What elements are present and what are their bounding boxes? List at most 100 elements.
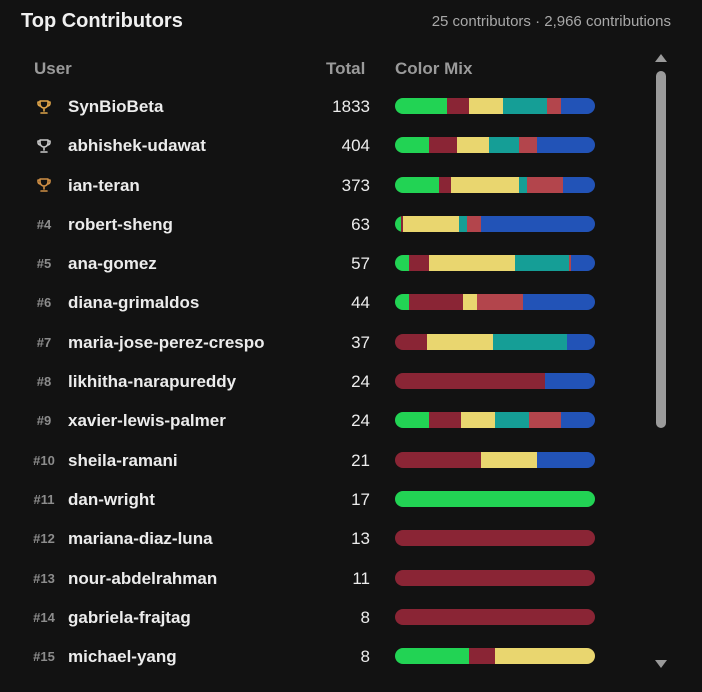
color-mix-segment-red (547, 98, 561, 114)
contributor-name[interactable]: maria-jose-perez-crespo (68, 332, 265, 352)
color-mix-bar[interactable] (395, 373, 595, 390)
color-mix-bar[interactable] (395, 294, 595, 311)
color-mix-segment-yellow (481, 451, 537, 468)
contribution-total: 37 (351, 332, 370, 352)
contribution-total: 8 (360, 607, 370, 627)
color-mix-segment-teal (489, 137, 519, 154)
color-mix-segment-green (395, 412, 429, 429)
color-mix-segment-green (395, 98, 447, 114)
color-mix-bar[interactable] (395, 530, 595, 547)
color-mix-bar[interactable] (395, 215, 595, 232)
rank-number: #4 (36, 216, 52, 232)
color-mix-segment-green (395, 490, 595, 507)
color-mix-segment-maroon (395, 530, 595, 547)
rank-number: #6 (36, 295, 52, 311)
color-mix-segment-maroon (439, 176, 451, 193)
color-mix-segment-yellow (463, 294, 477, 311)
contributor-row[interactable]: #7 maria-jose-perez-crespo 37 (0, 323, 650, 362)
color-mix-bar[interactable] (395, 608, 595, 625)
color-mix-segment-blue (523, 294, 595, 311)
contributor-name[interactable]: robert-sheng (68, 214, 173, 234)
rank-number: #14 (33, 609, 55, 625)
color-mix-segment-blue (561, 412, 595, 429)
color-mix-bar[interactable] (395, 255, 595, 272)
contributor-name[interactable]: ian-teran (68, 175, 140, 195)
contributor-name[interactable]: xavier-lewis-palmer (68, 411, 226, 431)
color-mix-bar[interactable] (395, 176, 595, 193)
contributor-name[interactable]: mariana-diaz-luna (68, 529, 213, 549)
scrollbar-thumb[interactable] (656, 71, 666, 428)
color-mix-segment-yellow (451, 176, 519, 193)
column-header-total[interactable]: Total (326, 59, 366, 78)
color-mix-segment-maroon (395, 451, 481, 468)
color-mix-bar[interactable] (395, 412, 595, 429)
contributor-name[interactable]: sheila-ramani (68, 450, 178, 470)
color-mix-segment-teal (519, 176, 527, 193)
color-mix-segment-maroon (409, 294, 463, 311)
color-mix-bar[interactable] (395, 451, 595, 468)
contributor-name[interactable]: abhishek-udawat (68, 136, 206, 156)
contributor-row[interactable]: #6 diana-grimaldos 44 (0, 283, 650, 322)
color-mix-segment-red (569, 255, 571, 272)
scrollbar[interactable] (653, 52, 669, 672)
contributor-row[interactable]: #11 dan-wright 17 (0, 480, 650, 519)
contributor-row[interactable]: #10 sheila-ramani 21 (0, 441, 650, 480)
color-mix-segment-green (395, 255, 409, 272)
contributor-row[interactable]: abhishek-udawat 404 (0, 126, 650, 165)
contributor-name[interactable]: michael-yang (68, 647, 177, 667)
color-mix-segment-maroon (409, 255, 429, 272)
contributor-row[interactable]: #9 xavier-lewis-palmer 24 (0, 401, 650, 440)
rank-number: #13 (33, 570, 55, 586)
contribution-total: 21 (351, 450, 370, 470)
contributor-name[interactable]: diana-grimaldos (68, 293, 200, 313)
contributor-row[interactable]: ian-teran 373 (0, 166, 650, 205)
contributor-name[interactable]: SynBioBeta (68, 97, 164, 116)
color-mix-bar[interactable] (395, 137, 595, 154)
silver-trophy-icon (37, 138, 51, 153)
color-mix-bar[interactable] (395, 569, 595, 586)
color-mix-segment-blue (561, 98, 595, 114)
contributor-row[interactable]: #4 robert-sheng 63 (0, 205, 650, 244)
contribution-total: 13 (351, 529, 370, 549)
color-mix-segment-maroon (395, 569, 595, 586)
color-mix-segment-yellow (461, 412, 495, 429)
rank-trophy (30, 87, 58, 126)
color-mix-bar[interactable] (395, 333, 595, 350)
color-mix-segment-blue (571, 255, 595, 272)
contributor-name[interactable]: nour-abdelrahman (68, 568, 218, 588)
bronze-trophy-icon (37, 178, 51, 192)
color-mix-segment-green (395, 176, 439, 193)
contributor-name[interactable]: ana-gomez (68, 254, 157, 274)
gold-trophy-icon (37, 99, 51, 114)
contributor-row[interactable]: #14 gabriela-frajtag 8 (0, 598, 650, 637)
color-mix-bar[interactable] (395, 490, 595, 507)
contributor-row[interactable]: #13 nour-abdelrahman 11 (0, 559, 650, 598)
contributor-name[interactable]: likhitha-narapureddy (68, 372, 237, 392)
contributor-row[interactable]: SynBioBeta 1833 (0, 87, 650, 126)
contributor-row[interactable]: #12 mariana-diaz-luna 13 (0, 519, 650, 558)
contributor-name[interactable]: gabriela-frajtag (68, 607, 191, 627)
rank-trophy (30, 126, 58, 165)
contribution-total: 24 (351, 372, 370, 392)
contributor-name[interactable]: dan-wright (68, 489, 155, 509)
contribution-total: 404 (341, 136, 370, 156)
color-mix-segment-blue (537, 451, 595, 468)
color-mix-segment-yellow (427, 333, 493, 350)
color-mix-segment-blue (537, 137, 595, 154)
rank-number: #12 (33, 531, 55, 547)
color-mix-segment-green (395, 648, 469, 665)
color-mix-bar[interactable] (395, 648, 595, 665)
contribution-total: 24 (351, 411, 370, 431)
column-header-user[interactable]: User (34, 59, 72, 78)
color-mix-segment-green (395, 294, 409, 311)
contributor-row[interactable]: #5 ana-gomez 57 (0, 244, 650, 283)
contributor-row[interactable]: #8 likhitha-narapureddy 24 (0, 362, 650, 401)
scroll-up-arrow-icon[interactable] (655, 54, 667, 62)
color-mix-bar[interactable] (395, 98, 595, 114)
contributor-row[interactable]: #15 michael-yang 8 (0, 637, 650, 676)
rank-number: #10 (33, 452, 55, 468)
color-mix-segment-maroon (395, 608, 595, 625)
color-mix-segment-yellow (457, 137, 489, 154)
scroll-down-arrow-icon[interactable] (655, 660, 667, 668)
